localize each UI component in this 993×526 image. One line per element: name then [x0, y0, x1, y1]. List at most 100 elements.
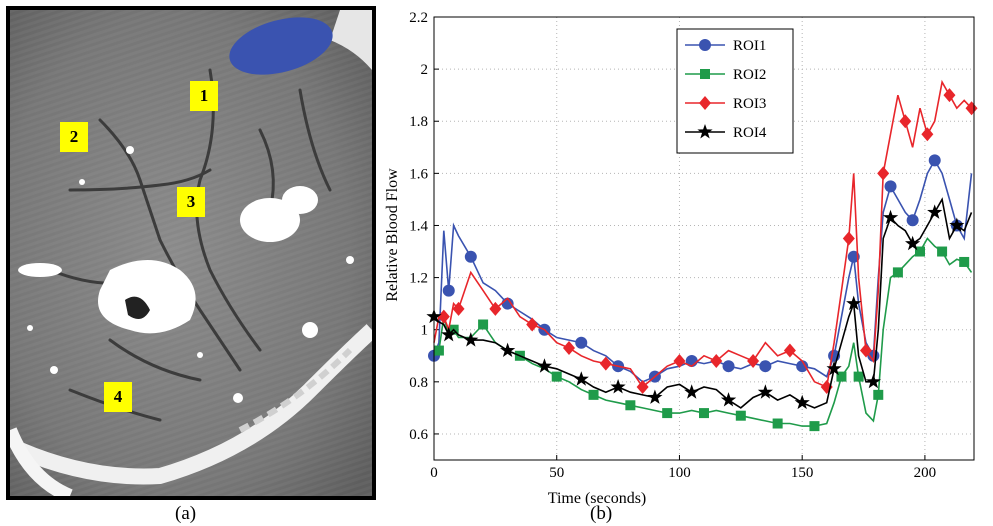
- data-point: [610, 379, 626, 394]
- data-point: [673, 353, 686, 368]
- roi-label-2: 2: [60, 122, 88, 152]
- data-point: [747, 353, 760, 368]
- data-point: [433, 345, 444, 356]
- data-point: [573, 371, 589, 386]
- x-tick-label: 50: [549, 465, 564, 481]
- data-point: [943, 88, 956, 103]
- y-tick-label: 1: [421, 323, 429, 339]
- x-tick-label: 150: [791, 465, 814, 481]
- data-point: [452, 301, 465, 316]
- legend-label: ROI1: [733, 38, 766, 54]
- roi-label-3: 3: [177, 187, 205, 217]
- data-point: [720, 392, 737, 407]
- data-point: [489, 301, 502, 316]
- data-point: [921, 127, 934, 142]
- data-point: [437, 309, 450, 324]
- data-point: [928, 154, 941, 167]
- y-tick-label: 2.2: [409, 10, 428, 26]
- data-point: [937, 246, 948, 257]
- data-point: [757, 384, 773, 399]
- panel-a-caption: (a): [175, 503, 197, 524]
- data-point: [759, 360, 772, 373]
- legend-marker: [700, 69, 710, 79]
- data-point: [959, 256, 970, 267]
- chart-legend: ROI1 ROI2 ROI3 ROI4: [676, 28, 794, 154]
- series-line: [433, 197, 973, 409]
- data-point: [794, 394, 810, 410]
- chart-ticks: 0 50 100 150 200 0.6 0.8 1 1.2 1.4 1.6 1.8 2 2.2: [409, 10, 936, 481]
- data-point: [647, 389, 663, 404]
- data-point: [842, 231, 855, 246]
- data-point: [809, 421, 820, 432]
- x-tick-label: 0: [430, 465, 438, 481]
- x-axis-label: Time (seconds): [548, 490, 647, 507]
- data-point: [636, 380, 649, 395]
- data-point: [463, 332, 479, 347]
- x-tick-label: 200: [914, 465, 937, 481]
- data-point: [915, 246, 925, 257]
- data-point: [588, 389, 599, 400]
- data-point: [478, 319, 489, 330]
- injection-site-marker: [229, 17, 333, 75]
- series-roi4: [426, 197, 973, 410]
- legend-marker: [699, 96, 711, 110]
- data-point: [949, 217, 965, 232]
- data-point: [826, 360, 842, 376]
- y-tick-label: 1.6: [409, 166, 428, 182]
- data-point: [820, 380, 833, 395]
- data-point: [877, 166, 890, 181]
- panel-b-caption: (b): [590, 503, 613, 524]
- data-point: [860, 343, 872, 358]
- data-point: [884, 180, 897, 193]
- series-line: [433, 158, 973, 383]
- data-point: [772, 418, 783, 429]
- data-point: [927, 204, 943, 219]
- data-point: [441, 326, 457, 342]
- data-point: [551, 371, 562, 382]
- data-point: [783, 343, 796, 358]
- data-point: [906, 214, 919, 227]
- roi-label-4: 4: [104, 382, 132, 412]
- data-point: [873, 389, 884, 400]
- legend-label: ROI3: [733, 96, 766, 112]
- data-point: [500, 342, 516, 357]
- data-point: [796, 360, 809, 373]
- data-point: [710, 353, 723, 368]
- data-point: [536, 358, 553, 373]
- data-point: [563, 340, 575, 355]
- series-line: [433, 237, 973, 427]
- data-point: [853, 371, 864, 382]
- brain-angiogram-image: 1 2 3 4: [6, 6, 376, 500]
- data-point: [625, 400, 636, 411]
- data-point: [464, 250, 477, 263]
- series-roi2: [433, 237, 973, 432]
- roi-label-1: 1: [190, 81, 218, 111]
- data-point: [599, 356, 612, 371]
- legend-marker: [697, 124, 713, 139]
- legend-marker: [699, 39, 711, 51]
- data-point: [699, 408, 709, 419]
- y-tick-label: 1.2: [409, 271, 428, 287]
- y-tick-label: 0.6: [409, 427, 428, 443]
- data-point: [905, 235, 921, 251]
- y-tick-label: 0.8: [409, 375, 428, 391]
- y-axis-label: Relative Blood Flow: [384, 168, 401, 302]
- data-point: [662, 408, 673, 419]
- x-tick-label: 100: [668, 465, 691, 481]
- blood-flow-chart: 0 50 100 150 200 0.6 0.8 1 1.2 1.4 1.6 1.8 2 2.2 ROI1…: [384, 10, 978, 507]
- series-layer: [426, 79, 978, 432]
- legend-label: ROI2: [733, 67, 766, 83]
- y-tick-label: 2: [421, 62, 429, 78]
- data-point: [899, 114, 912, 129]
- series-line: [433, 79, 973, 389]
- data-point: [442, 284, 455, 297]
- data-point: [575, 336, 588, 349]
- data-point: [526, 317, 539, 332]
- y-tick-label: 1.4: [409, 218, 428, 234]
- data-point: [735, 410, 746, 421]
- data-point: [965, 101, 978, 116]
- legend-label: ROI4: [733, 125, 767, 141]
- data-point: [865, 373, 881, 389]
- data-point: [836, 371, 847, 382]
- plot-frame: [433, 16, 975, 461]
